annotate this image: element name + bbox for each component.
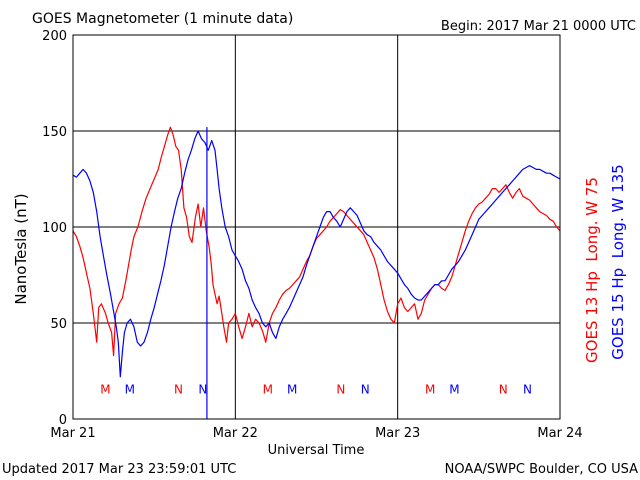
legend-goes13: GOES 13 Hp Long. W 75 [583, 177, 601, 363]
series-lines [72, 126, 561, 419]
y-tick-label: 150 [42, 125, 67, 140]
x-tick-label: Mar 24 [537, 426, 582, 441]
event-marker-n: N [499, 382, 508, 396]
grid-lines [73, 35, 560, 419]
series-goes13-line [72, 126, 561, 357]
begin-date: Begin: 2017 Mar 21 0000 UTC [441, 19, 636, 34]
event-marker-n: N [523, 382, 532, 396]
y-tick-label: 0 [59, 413, 67, 428]
event-marker-n: N [361, 382, 370, 396]
y-tick-label: 200 [42, 29, 67, 44]
event-marker-n: N [174, 382, 183, 396]
series-goes15-line [72, 130, 561, 378]
data-source: NOAA/SWPC Boulder, CO USA [445, 462, 638, 477]
event-marker-m: M [425, 382, 435, 396]
legend-goes15: GOES 15 Hp Long. W 135 [609, 164, 627, 359]
event-marker-n: N [198, 382, 207, 396]
x-tick-label: Mar 21 [50, 426, 95, 441]
y-axis-ticks: 0 50 100 150 200 [42, 29, 67, 428]
y-tick-label: 50 [50, 317, 67, 332]
x-axis-label: Universal Time [268, 443, 365, 458]
event-marker-n: N [336, 382, 345, 396]
y-axis-label: NanoTesla (nT) [12, 193, 30, 304]
plot-frame [72, 34, 561, 420]
event-marker-m: M [449, 382, 459, 396]
event-marker-m: M [287, 382, 297, 396]
chart-title: GOES Magnetometer (1 minute data) [32, 11, 293, 27]
x-tick-label: Mar 22 [213, 426, 258, 441]
event-marker-m: M [125, 382, 135, 396]
x-tick-label: Mar 23 [375, 426, 420, 441]
event-marker-m: M [263, 382, 273, 396]
updated-timestamp: Updated 2017 Mar 23 23:59:01 UTC [2, 462, 236, 477]
x-axis-ticks: Mar 21 Mar 22 Mar 23 Mar 24 [50, 426, 582, 441]
event-marker-m: M [100, 382, 110, 396]
y-tick-label: 100 [42, 221, 67, 236]
